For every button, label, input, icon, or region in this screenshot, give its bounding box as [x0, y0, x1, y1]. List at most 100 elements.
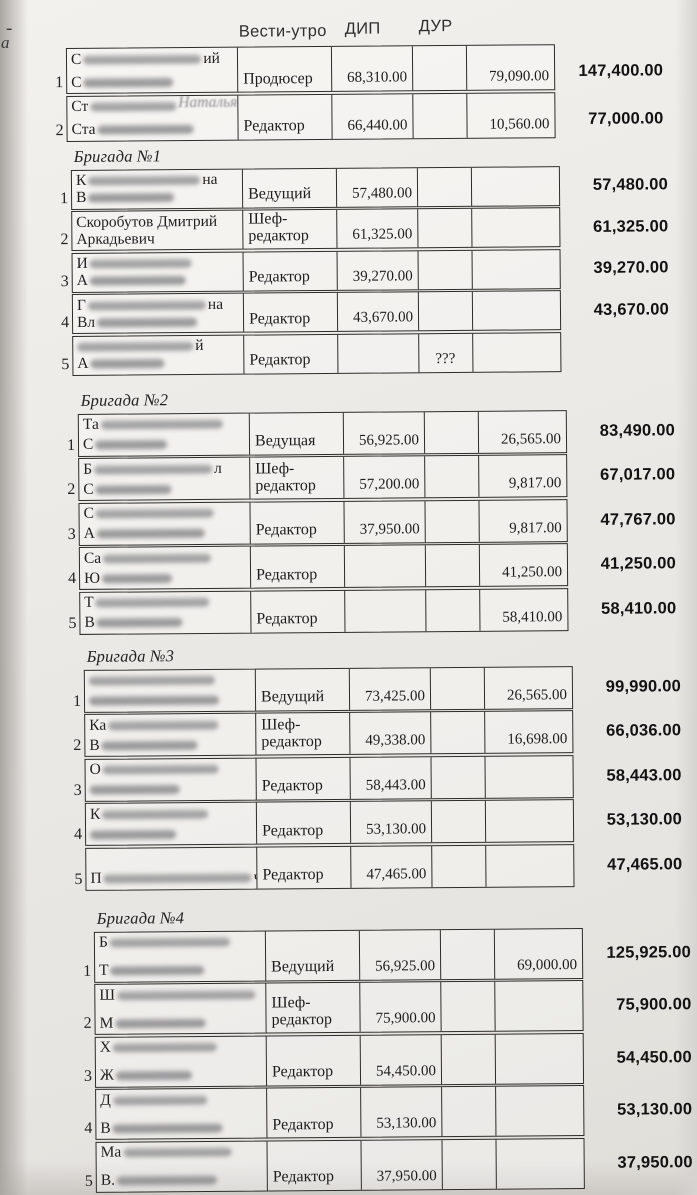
position-cell: Ведущий	[254, 668, 350, 711]
row-box: й А Редактор???	[72, 331, 562, 376]
redacted-name-blur	[87, 299, 206, 311]
name-fragment: Ш	[99, 986, 116, 1004]
vesti-utro-amount-cell: 47,465.00	[350, 845, 432, 888]
row-number: 4	[74, 825, 83, 843]
margin-fragment-letter: а	[1, 33, 10, 52]
row-total: 77,000.00	[588, 108, 664, 128]
name-fragment: Ма	[100, 1143, 122, 1161]
dip-amount-cell	[429, 667, 485, 709]
name-line: А	[76, 271, 240, 289]
name-line: В.	[100, 1171, 264, 1189]
dur-amount-cell: 26,565.00	[477, 410, 567, 453]
dip-amount-cell	[416, 167, 472, 206]
redacted-name-blur	[115, 1017, 206, 1029]
name-fragment: А	[76, 271, 89, 289]
position-cell: Редактор	[255, 801, 351, 844]
position-cell: Шеф-редактор	[265, 982, 360, 1033]
name-fragment: Б	[83, 460, 93, 478]
name-line: Са	[84, 549, 247, 566]
name-line: й	[77, 337, 240, 354]
redacted-name-blur	[95, 439, 168, 450]
dip-amount-cell	[430, 711, 485, 754]
name-line: М	[99, 1014, 263, 1031]
dur-amount-cell	[472, 332, 561, 372]
redacted-name-blur	[103, 552, 212, 564]
row-box: Т В Редактор 58,410.00	[79, 587, 569, 635]
dur-amount-cell: 16,698.00	[484, 711, 573, 753]
dip-amount-cell	[441, 1086, 496, 1137]
name-line: О	[90, 761, 253, 778]
redacted-name-blur	[88, 192, 175, 203]
vesti-utro-amount-cell: 57,480.00	[335, 167, 418, 207]
row-box: С А Редактор 37,950.00 9,817.00	[78, 498, 568, 546]
vesti-utro-amount-cell: 58,443.00	[349, 756, 431, 799]
table-row: 4 Са Ю Редактор 41,250.00 41,250.00	[54, 542, 697, 590]
row-box: Д В Редактор 53,130.00	[95, 1084, 585, 1140]
name-fragment: Та	[82, 415, 99, 433]
name-fragment: С	[83, 504, 94, 522]
name-cell: Са Ю	[80, 547, 250, 589]
name-fragment: на	[207, 295, 224, 313]
row-number: 1	[72, 692, 82, 710]
row-total: 125,925.00	[606, 942, 692, 962]
name-fragment: К	[75, 171, 87, 189]
redacted-name-blur	[112, 1122, 223, 1134]
table-row: 5 Т В Редактор 58,410.00 58,410.00	[54, 587, 697, 635]
vesti-utro-amount-cell: 37,950.00	[360, 1139, 442, 1190]
vesti-utro-amount-cell: 56,925.00	[358, 929, 441, 980]
row-box: Х Ж Редактор 54,450.00	[94, 1032, 585, 1088]
vesti-utro-amount-cell	[343, 545, 426, 587]
dip-amount-cell	[412, 93, 467, 138]
redacted-name-blur	[101, 739, 198, 751]
name-line: В	[89, 736, 252, 753]
name-line: В	[84, 614, 247, 631]
table-row: 2 Ст Наталья Ста Редактор 66,440.00 10,560.00 7…	[41, 91, 697, 142]
name-fragment: С	[71, 73, 82, 91]
vesti-utro-amount-cell: 54,450.00	[359, 1034, 442, 1085]
row-total: 54,450.00	[616, 1047, 692, 1067]
name-fragment: К	[89, 805, 101, 823]
table-section: Бригада №3 1 Ведущий 73,425.00 26,565.00 99,9…	[59, 642, 697, 891]
redacted-name-blur	[89, 784, 180, 795]
redacted-name-blur	[97, 124, 194, 135]
dip-amount-cell	[439, 929, 495, 979]
row-total: 66,036.00	[605, 721, 682, 740]
dur-amount-cell	[494, 1033, 584, 1084]
row-number: 4	[84, 1119, 93, 1137]
name-fragment: Д	[100, 1091, 111, 1109]
dur-amount-cell: 79,090.00	[465, 45, 555, 90]
row-number: 2	[60, 231, 69, 249]
name-fragment: В.	[100, 1171, 116, 1189]
dur-amount-cell: 69,000.00	[493, 928, 583, 979]
table-row: 5 й А Редактор???	[47, 331, 697, 376]
name-line: Вл	[76, 313, 240, 331]
name-line: В	[76, 189, 239, 206]
row-total: 47,465.00	[607, 854, 683, 874]
section-title: Бригада №1	[73, 145, 162, 166]
name-fragment: Вл	[76, 313, 96, 331]
table-row: 2 Ш М Шеф-редактор 75,900.00 75,900.00	[69, 979, 697, 1035]
name-line: Х	[100, 1039, 263, 1056]
name-cell: Ма В.	[97, 1141, 267, 1191]
dip-amount-cell: ???	[418, 333, 473, 372]
redacted-name-blur	[88, 674, 215, 686]
name-line: В	[100, 1119, 263, 1136]
table-row: 3 И А Редактор 39,270.00 39,270.00	[47, 248, 697, 293]
row-number: 2	[83, 1014, 92, 1032]
row-number: 1	[55, 74, 64, 92]
dur-amount-cell	[485, 844, 574, 887]
dip-amount-cell	[430, 800, 486, 843]
name-line: Аркадьевич	[76, 230, 239, 248]
name-fragment: И	[76, 254, 88, 272]
name-line: Ст Наталья	[71, 95, 237, 115]
vesti-utro-amount-cell: 73,425.00	[348, 667, 431, 710]
row-total: 147,400.00	[578, 61, 664, 81]
